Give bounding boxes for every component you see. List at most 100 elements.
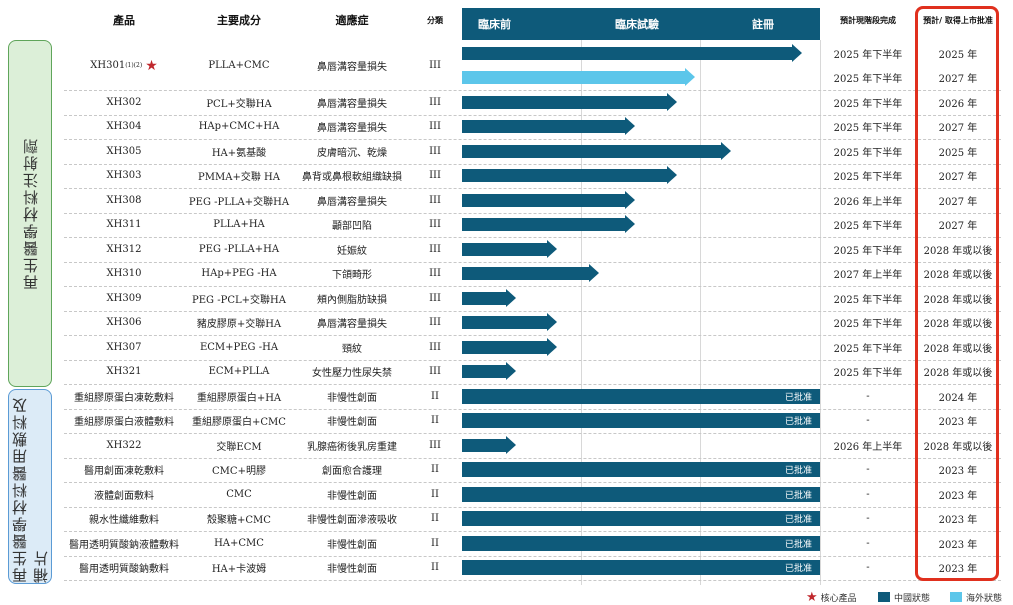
approved-bar: 已批准	[462, 462, 820, 478]
table-row: XH305 HA+氨基酸 皮膚暗沉、乾燥 III 2025 年下半年 2025 年	[64, 139, 1001, 165]
launch-highlight-box	[915, 6, 999, 581]
china-status-arrow-body	[462, 144, 721, 158]
indication: 下頜畸形	[332, 270, 372, 282]
china-status-arrow	[462, 215, 636, 234]
stage-completion: -	[866, 562, 870, 574]
product-label: 醫用透明質酸鈉敷料	[79, 564, 169, 576]
china-status-arrow-head	[625, 117, 636, 136]
stage-completion: 2025 年下半年	[833, 221, 903, 233]
product-name: XH306	[64, 311, 184, 336]
table-row: 醫用創面凍乾敷料 CMC+明膠 創面愈合護理 II - 2023 年	[64, 458, 1001, 483]
indication: 非慢性創面	[327, 392, 377, 404]
stage-completion: 2025 年下半年	[833, 294, 903, 306]
china-status-arrow	[462, 190, 636, 209]
stage-completion: 2025 年下半年	[833, 172, 903, 184]
product-label: XH306	[106, 317, 142, 329]
header-stage-completion: 預計現階段完成	[840, 15, 896, 25]
device-class: III	[429, 341, 441, 353]
indication: 顳部凹陷	[332, 221, 372, 233]
table-row: XH309 PEG -PCL+交聯HA 頰內側脂肪缺損 III 2025 年下半年 202…	[64, 286, 1001, 312]
main-ingredient: 重組膠原蛋白+HA	[196, 392, 282, 404]
china-status-arrow	[462, 264, 600, 283]
stage-completion: 2025 年下半年	[833, 123, 903, 135]
launch-date: 2028 年或以後	[923, 441, 993, 453]
product-label: 醫用透明質酸鈉液體敷料	[69, 539, 179, 551]
china-status-arrow-head	[589, 264, 600, 283]
indication: 妊娠紋	[337, 245, 367, 257]
overseas-status-arrow-body	[462, 71, 685, 85]
china-status-arrow	[462, 337, 558, 356]
device-class: III	[429, 292, 441, 304]
device-class: III	[429, 170, 441, 182]
china-status-arrow	[462, 435, 516, 454]
group-dressings-label: 再生醫學材料醫用敷料及補片	[11, 396, 50, 583]
product-label: XH322	[106, 439, 142, 451]
table-row: XH303 PMMA+交聯 HA 鼻背或鼻根軟組織缺損 III 2025 年下半年 202…	[64, 164, 1001, 189]
launch-date: 2023 年	[938, 539, 978, 551]
product-label: 重組膠原蛋白液體敷料	[74, 417, 174, 429]
stage-completion: 2027 年上半年	[833, 270, 903, 282]
indication: 女性壓力性尿失禁	[312, 368, 392, 380]
product-name: 重組膠原蛋白凍乾敷料	[64, 384, 184, 409]
stage-completion: -	[866, 464, 870, 476]
device-class: II	[431, 537, 439, 549]
main-ingredient: CMC+明膠	[212, 466, 266, 478]
launch-date: 2028 年或以後	[923, 368, 993, 380]
launch-date: 2023 年	[938, 417, 978, 429]
china-status-arrow-head	[547, 313, 558, 332]
china-status-arrow-head	[547, 337, 558, 356]
legend-core: ★ 核心產品	[806, 590, 857, 605]
china-status-arrow-body	[462, 169, 667, 183]
china-status-arrow	[462, 288, 516, 307]
approved-bar: 已批准	[462, 413, 820, 429]
overseas-status-arrow	[462, 68, 695, 87]
product-name: XH301 (1)(2) ★	[64, 41, 184, 90]
main-ingredient: HA+氨基酸	[211, 147, 267, 159]
product-name: XH302	[64, 90, 184, 115]
table-row: 液體創面敷料 CMC 非慢性創面 II - 2023 年	[64, 482, 1001, 508]
device-class: II	[431, 562, 439, 574]
product-label: XH321	[106, 366, 142, 378]
china-status-arrow-head	[720, 141, 731, 160]
device-class: III	[429, 219, 441, 231]
group-dressings: 再生醫學材料醫用敷料及補片	[8, 389, 52, 584]
product-label: 重組膠原蛋白凍乾敷料	[74, 392, 174, 404]
stage-completion: 2026 年上半年	[833, 196, 903, 208]
stage-completion: -	[866, 513, 870, 525]
indication: 皮膚暗沉、乾燥	[317, 147, 387, 159]
device-class: II	[431, 464, 439, 476]
launch-date-overseas: 2027 年	[938, 74, 978, 86]
product-name: 重組膠原蛋白液體敷料	[64, 409, 184, 434]
launch-date: 2025 年	[938, 147, 978, 159]
device-class: III	[429, 243, 441, 255]
header-product: 產品	[113, 14, 135, 27]
header-ingredient: 主要成分	[217, 14, 261, 27]
indication: 非慢性創面	[327, 539, 377, 551]
phase-registration: 註冊	[752, 18, 774, 31]
legend-overseas: 海外狀態	[950, 590, 1002, 604]
stage-completion: -	[866, 537, 870, 549]
china-status-arrow-body	[462, 438, 506, 452]
launch-date: 2027 年	[938, 123, 978, 135]
product-name: XH305	[64, 139, 184, 164]
device-class: II	[431, 488, 439, 500]
launch-date: 2027 年	[938, 221, 978, 233]
indication: 鼻唇溝容量損失	[317, 98, 387, 110]
group-injectables-label: 再生醫學材料注射劑	[21, 137, 40, 290]
china-status-arrow	[462, 92, 677, 111]
product-label: XH308	[106, 194, 142, 206]
legend-china: 中國狀態	[878, 590, 930, 604]
device-class: III	[429, 60, 441, 71]
product-name: XH303	[64, 164, 184, 189]
product-name: XH311	[64, 213, 184, 238]
product-label: XH307	[106, 341, 142, 353]
indication: 鼻背或鼻根軟組織缺損	[302, 172, 402, 184]
legend-china-swatch	[878, 592, 890, 602]
china-status-arrow-head	[625, 215, 636, 234]
indication: 非慢性創面	[327, 490, 377, 502]
product-name: 醫用透明質酸鈉液體敷料	[64, 531, 184, 556]
product-label: 親水性纖維敷料	[89, 515, 159, 527]
group-injectables: 再生醫學材料注射劑	[8, 40, 52, 387]
main-ingredient: ECM+PLLA	[208, 366, 270, 378]
china-status-arrow-body	[462, 193, 626, 207]
